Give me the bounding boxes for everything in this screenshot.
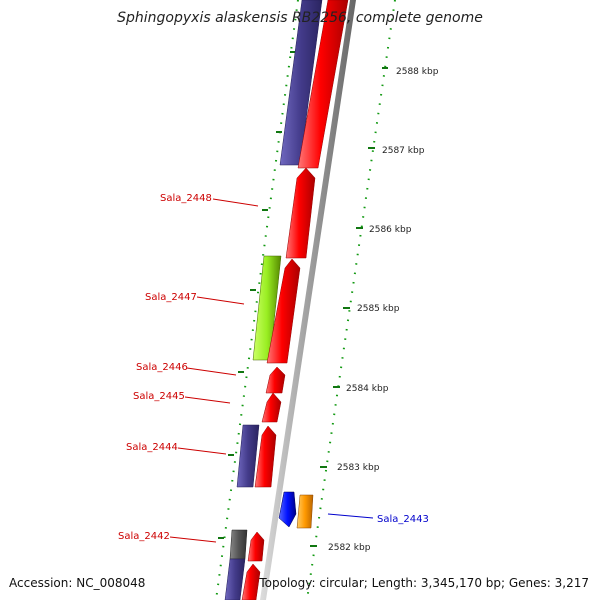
feature-red-top — [297, 0, 349, 169]
gene-features — [224, 0, 349, 600]
scale-label: 2582 kbp — [328, 543, 371, 553]
feature-sala-2446 — [265, 366, 286, 394]
feature-sala-2443-blue — [278, 491, 297, 528]
inner-dotted-track — [215, 0, 299, 600]
scale-label: 2588 kbp — [396, 67, 439, 77]
feature-sala-2445 — [261, 392, 282, 423]
map-title: Sphingopyxis alaskensis RB2256, complete… — [117, 10, 483, 26]
gene-label-sala-2447[interactable]: Sala_2447 — [145, 292, 197, 303]
scale-label: 2587 kbp — [382, 146, 425, 156]
feature-red-bottom — [241, 563, 261, 600]
gene-label-sala-2445[interactable]: Sala_2445 — [133, 391, 185, 402]
gene-label-sala-2442[interactable]: Sala_2442 — [118, 531, 170, 542]
scale-label: 2583 kbp — [337, 463, 380, 473]
gene-labels: Sala_2448 Sala_2447 Sala_2446 Sala_2445 … — [118, 193, 429, 542]
outer-ticks — [310, 67, 388, 547]
feature-purple-bottom — [224, 558, 246, 600]
feature-sala-2442-gray — [229, 529, 248, 560]
feature-sala-2444-purple — [236, 424, 260, 488]
scale-labels: 2588 kbp 2587 kbp 2586 kbp 2585 kbp 2584… — [328, 67, 439, 553]
accession-text: Accession: NC_008048 — [9, 576, 145, 590]
gene-label-sala-2448[interactable]: Sala_2448 — [160, 193, 212, 204]
feature-sala-2444 — [254, 425, 277, 488]
gene-label-sala-2446[interactable]: Sala_2446 — [136, 362, 188, 373]
feature-sala-2442 — [247, 531, 265, 562]
feature-sala-2448 — [285, 167, 316, 259]
feature-sala-2443 — [296, 494, 314, 529]
feature-red-2447 — [266, 258, 301, 364]
scale-label: 2585 kbp — [357, 304, 400, 314]
gene-label-sala-2444[interactable]: Sala_2444 — [126, 442, 178, 453]
label-leaders — [169, 198, 374, 543]
genome-summary-text: Topology: circular; Length: 3,345,170 bp… — [258, 576, 589, 590]
scale-label: 2584 kbp — [346, 384, 389, 394]
scale-label: 2586 kbp — [369, 225, 412, 235]
gene-label-sala-2443[interactable]: Sala_2443 — [377, 514, 429, 525]
genome-backbone — [260, 0, 356, 600]
